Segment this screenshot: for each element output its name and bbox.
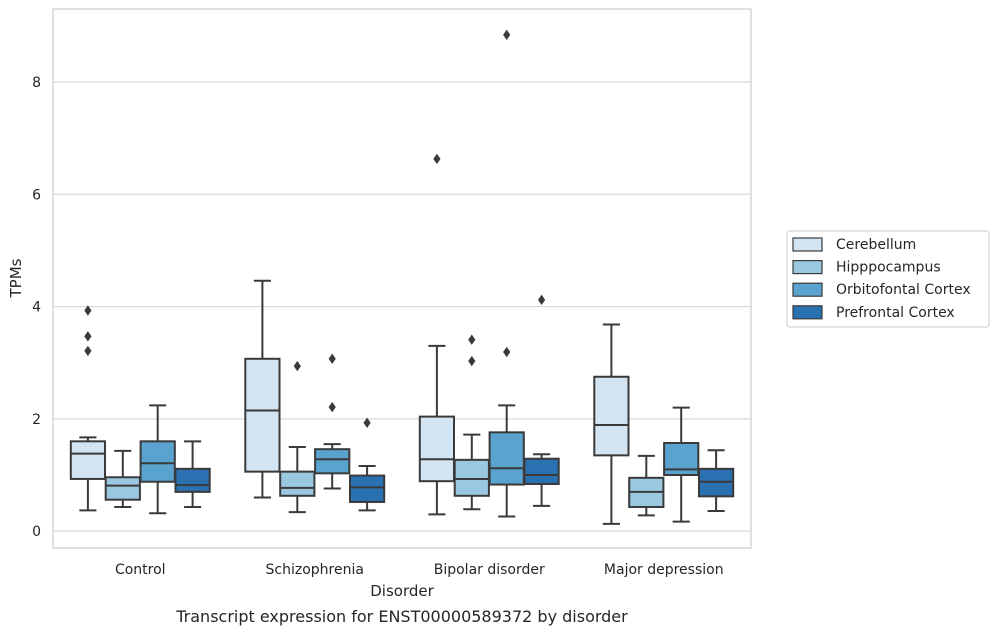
box-hipppocampus: [628, 454, 665, 517]
y-axis-ticks: 0 2 4 6 8: [32, 75, 41, 540]
outlier-point: [84, 345, 92, 357]
box-iqr: [314, 448, 351, 475]
box-iqr: [348, 474, 386, 503]
boxes: [69, 29, 735, 525]
outlier-point: [433, 153, 441, 165]
outlier-point: [503, 346, 511, 358]
box-iqr: [244, 357, 281, 473]
legend-label: Hipppocampus: [836, 260, 941, 276]
legend-swatch: [792, 282, 823, 297]
outlier-point: [503, 29, 511, 41]
box-orbitofontal-cortex: [139, 404, 176, 515]
legend: Cerebellum Hipppocampus Orbitofontal Corte…: [786, 230, 990, 328]
y-tick-label: 8: [32, 75, 41, 91]
outlier-point: [468, 334, 476, 345]
box-prefrontal-cortex: [523, 294, 560, 507]
box-cerebellum: [69, 305, 107, 512]
legend-items: Cerebellum Hipppocampus Orbitofontal Corte…: [792, 237, 971, 321]
box-iqr: [104, 476, 141, 501]
legend-swatch: [792, 260, 823, 275]
legend-swatch: [792, 237, 823, 252]
box-iqr: [139, 440, 176, 483]
box-iqr: [488, 431, 525, 486]
box-prefrontal-cortex: [697, 449, 735, 512]
outlier-point: [328, 353, 336, 364]
outlier-point: [328, 401, 336, 413]
legend-swatch: [792, 305, 823, 320]
box-prefrontal-cortex: [174, 440, 211, 509]
box-prefrontal-cortex: [348, 417, 386, 512]
x-axis-ticks: Control Schizophrenia Bipolar disorder Majo…: [115, 562, 724, 578]
box-iqr: [69, 440, 107, 480]
legend-frame: [786, 230, 990, 328]
box-iqr: [523, 457, 560, 485]
box-iqr: [593, 375, 630, 457]
outlier-point: [363, 417, 371, 428]
outlier-point: [84, 305, 92, 316]
y-tick-label: 0: [32, 524, 41, 540]
box-iqr: [453, 458, 490, 497]
outlier-point: [468, 355, 476, 367]
x-tick-label: Major depression: [604, 562, 724, 578]
box-orbitofontal-cortex: [314, 353, 351, 490]
box-orbitofontal-cortex: [488, 29, 525, 518]
x-axis-label: Disorder: [370, 582, 434, 600]
box-hipppocampus: [453, 334, 490, 511]
plot-frame: [52, 8, 752, 549]
outlier-point: [538, 294, 546, 306]
box-iqr: [174, 467, 211, 493]
outlier-point: [84, 331, 92, 342]
x-tick-label: Bipolar disorder: [434, 562, 545, 578]
y-tick-label: 2: [32, 412, 41, 428]
box-hipppocampus: [279, 360, 316, 514]
legend-label: Cerebellum: [836, 237, 916, 253]
box-cerebellum: [418, 153, 456, 516]
legend-label: Prefrontal Cortex: [836, 305, 955, 321]
y-axis-label: TPMs: [7, 258, 25, 298]
y-tick-label: 6: [32, 187, 41, 203]
legend-label: Orbitofontal Cortex: [836, 282, 971, 298]
box-iqr: [418, 415, 456, 483]
x-tick-label: Control: [115, 562, 166, 578]
box-cerebellum: [244, 279, 281, 499]
box-cerebellum: [593, 323, 630, 525]
chart-caption: Transcript expression for ENST0000058937…: [175, 607, 628, 626]
x-tick-label: Schizophrenia: [266, 562, 364, 578]
outlier-point: [293, 360, 301, 372]
box-hipppocampus: [104, 449, 141, 509]
box-orbitofontal-cortex: [663, 406, 700, 523]
y-tick-label: 4: [32, 300, 41, 316]
box-iqr: [279, 470, 316, 497]
grid-lines: [53, 81, 751, 532]
